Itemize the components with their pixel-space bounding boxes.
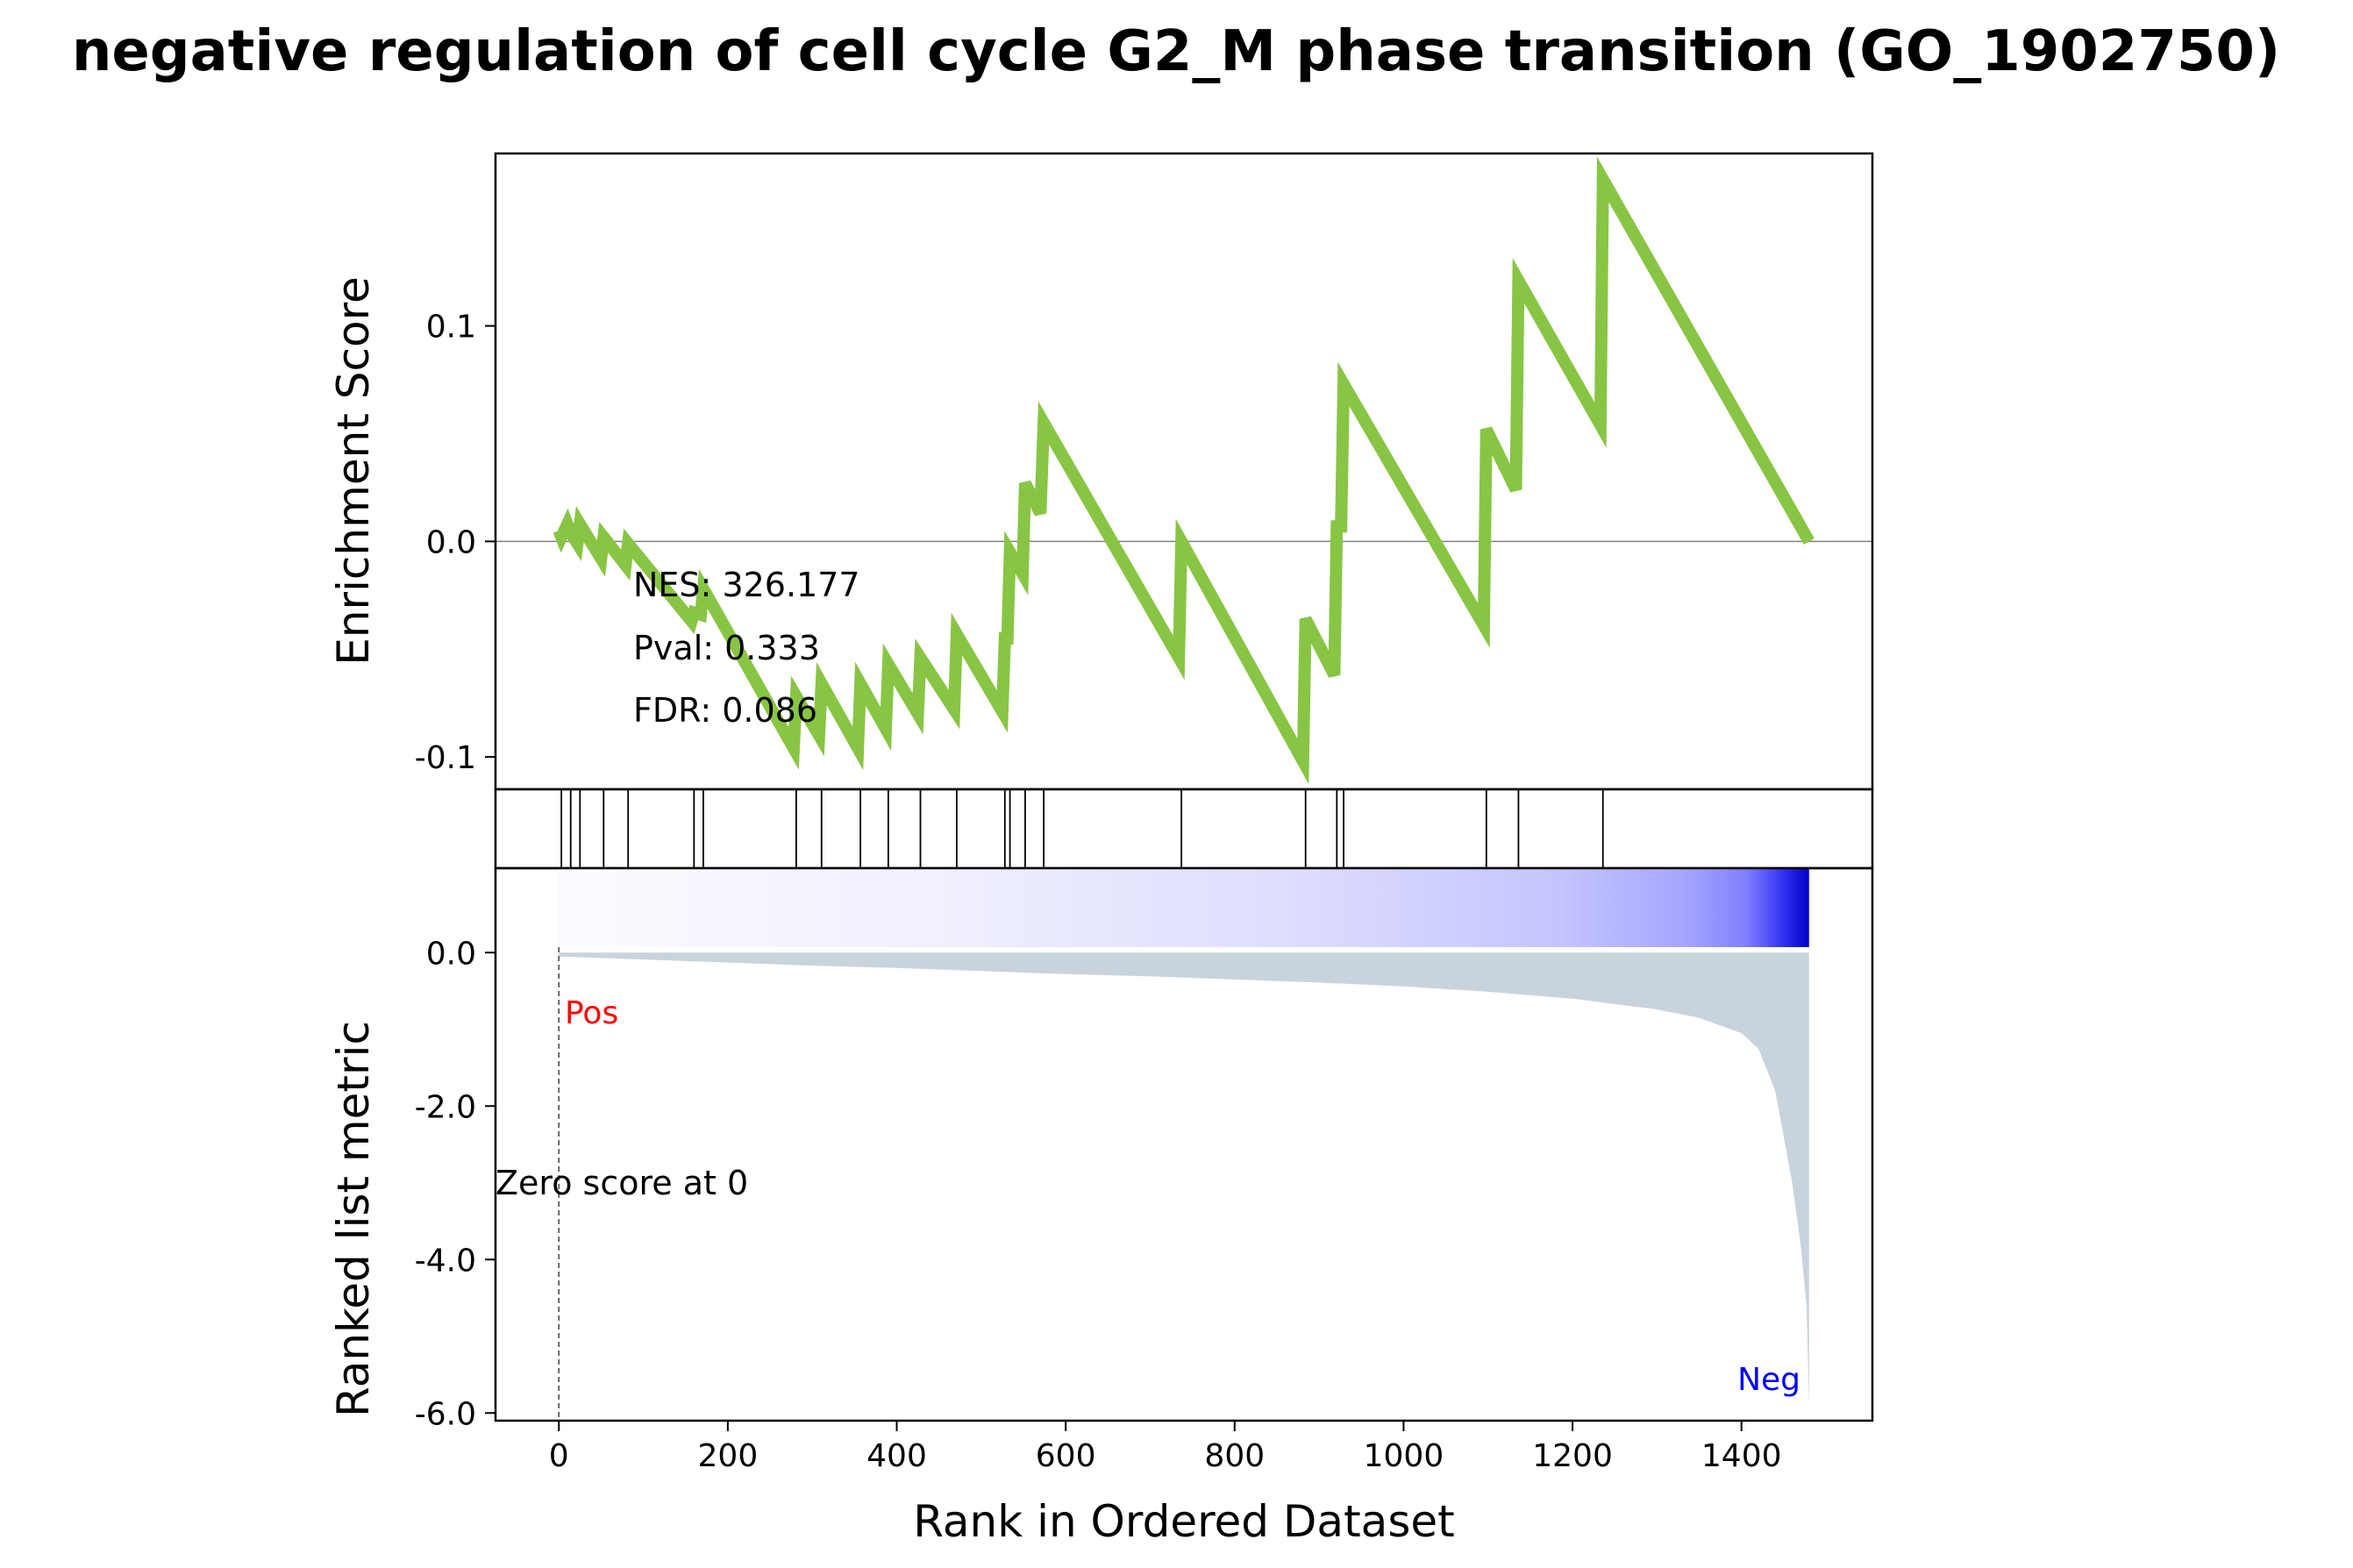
x-tick-label: 800 bbox=[1204, 1438, 1265, 1474]
x-tick-label: 0 bbox=[549, 1438, 569, 1474]
x-tick-label: 400 bbox=[866, 1438, 927, 1474]
x-axis-ticks: 0 200 400 600 800 1000 1200 1400 bbox=[549, 1421, 1782, 1474]
enrichment-y-tick-label: 0.0 bbox=[426, 524, 476, 560]
nes-stat: NES: 326.177 bbox=[633, 566, 860, 604]
x-tick-label: 1000 bbox=[1364, 1438, 1444, 1474]
ranked-heatmap-strip bbox=[559, 868, 1809, 947]
enrichment-y-axis-label: Enrichment Score bbox=[328, 276, 379, 666]
ranked-metric-y-tick-label: -6.0 bbox=[415, 1396, 476, 1432]
hits-frame bbox=[494, 788, 1874, 870]
ranked-metric-y-axis-label: Ranked list metric bbox=[328, 1021, 379, 1417]
x-tick-label: 600 bbox=[1036, 1438, 1096, 1474]
fdr-stat: FDR: 0.086 bbox=[633, 691, 817, 730]
ranked-metric-area bbox=[559, 952, 1809, 1406]
enrichment-stats: NES: 326.177 Pval: 0.333 FDR: 0.086 bbox=[633, 566, 860, 730]
pos-label: Pos bbox=[565, 995, 618, 1031]
x-tick-label: 1200 bbox=[1532, 1438, 1613, 1474]
hit-lines bbox=[560, 789, 1604, 868]
enrichment-y-tick-label: -0.1 bbox=[415, 740, 476, 776]
ranked-metric-y-tick-label: 0.0 bbox=[426, 936, 476, 972]
neg-label: Neg bbox=[1737, 1362, 1800, 1398]
enrichment-panel: 0.1 0.0 -0.1 NES: 326.177 Pval: 0.333 FDR:… bbox=[328, 152, 1874, 791]
enrichment-y-ticks: 0.1 0.0 -0.1 bbox=[415, 310, 496, 776]
hits-panel bbox=[494, 788, 1874, 870]
x-axis-label: Rank in Ordered Dataset bbox=[913, 1496, 1454, 1547]
enrichment-score-line bbox=[553, 156, 1815, 785]
x-tick-label: 200 bbox=[698, 1438, 759, 1474]
pval-stat: Pval: 0.333 bbox=[633, 629, 820, 667]
zero-score-label: Zero score at 0 bbox=[496, 1164, 748, 1202]
ranked-metric-panel: Zero score at 0 Pos Neg 0.0-2.0-4.0-6.0 … bbox=[328, 866, 1874, 1432]
ranked-metric-y-ticks: 0.0 -2.0 -4.0 -6.0 bbox=[415, 936, 496, 1432]
enrichment-y-tick-label: 0.1 bbox=[426, 310, 476, 346]
ranked-metric-frame bbox=[494, 866, 1874, 1422]
x-tick-label: 1400 bbox=[1701, 1438, 1782, 1474]
ranked-metric-y-tick-label: -4.0 bbox=[415, 1243, 476, 1279]
chart-title: negative regulation of cell cycle G2_M p… bbox=[72, 19, 2280, 84]
ranked-metric-y-tick-label: -2.0 bbox=[415, 1089, 476, 1125]
